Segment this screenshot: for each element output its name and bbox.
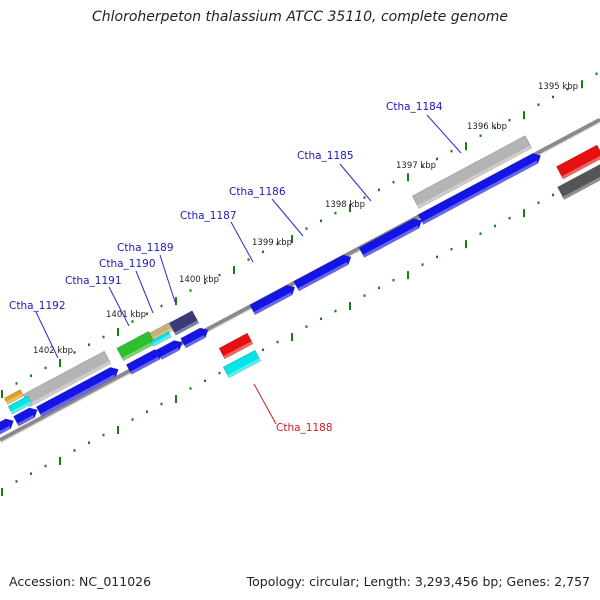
kbp-ticks: 1395 kbp 1396 kbp 1397 kbp 1398 kbp 1399 kbp… — [33, 82, 578, 356]
map-title: Chloroherpeton thalassium ATCC 35110, co… — [92, 9, 508, 25]
kbp-tick-label: 1402 kbp — [33, 346, 73, 356]
gene-label-ctha-1185[interactable]: Ctha_1185 — [297, 150, 372, 202]
gene-label-ctha-1189[interactable]: Ctha_1189 — [117, 242, 176, 303]
forward-feature-left-orange-body — [4, 389, 24, 405]
forward-feature-1189-bevel — [174, 320, 199, 336]
gene-label-text[interactable]: Ctha_1186 — [229, 186, 286, 198]
forward-feature-1191-body — [116, 330, 156, 362]
forward-gene-8[interactable] — [13, 407, 38, 427]
reverse-gene-right-body — [556, 144, 600, 180]
kbp-tick-label: 1395 kbp — [538, 82, 578, 92]
forward-gene-9[interactable] — [0, 418, 14, 435]
forward-gene-8-body — [13, 407, 38, 427]
forward-feature-1184-body — [411, 135, 533, 209]
forward-feature-1189-body — [168, 310, 200, 336]
kbp-tick-label: 1399 kbp — [252, 238, 292, 248]
gene-label-text[interactable]: Ctha_1189 — [117, 242, 174, 254]
reverse-feature-1188-bevel — [227, 358, 261, 378]
kbp-tick-label: 1398 kbp — [325, 200, 365, 210]
genome-summary: Topology: circular; Length: 3,293,456 bp… — [246, 574, 590, 589]
kbp-tick-label: 1400 kbp — [179, 275, 219, 285]
gene-label-ctha-1192[interactable]: Ctha_1192 — [9, 300, 66, 359]
forward-gene-9-bevel — [0, 425, 11, 435]
forward-gene-2-body — [293, 254, 352, 292]
gene-label-ctha-1191[interactable]: Ctha_1191 — [65, 275, 130, 327]
forward-gene-2[interactable] — [293, 254, 352, 292]
leader-line — [135, 270, 154, 314]
forward-gene-0-body — [417, 153, 542, 225]
reverse-gene-right[interactable] — [556, 144, 600, 180]
forward-gene-0-bevel — [421, 160, 538, 225]
gene-label-ctha-1187[interactable]: Ctha_1187 — [180, 210, 254, 263]
gene-label-ctha-1188[interactable]: Ctha_1188 — [253, 383, 333, 434]
reverse-gene-1188[interactable] — [218, 332, 254, 360]
gene-label-text[interactable]: Ctha_1188 — [276, 422, 333, 434]
leader-line — [35, 311, 59, 359]
gene-label-text[interactable]: Ctha_1184 — [386, 101, 443, 113]
leader-line — [426, 114, 462, 154]
reverse-gene-1188-body — [218, 332, 254, 360]
gene-label-ctha-1186[interactable]: Ctha_1186 — [229, 186, 304, 237]
forward-gene-6[interactable] — [125, 349, 163, 375]
leader-line — [230, 221, 254, 263]
leader-line — [253, 383, 277, 425]
forward-gene-1-bevel — [362, 225, 419, 258]
gene-label-text[interactable]: Ctha_1192 — [9, 300, 66, 312]
forward-feature-1184[interactable] — [411, 135, 533, 209]
forward-feature-1191[interactable] — [116, 330, 156, 362]
forward-feature-left-cyan[interactable] — [7, 395, 33, 415]
gene-label-ctha-1190[interactable]: Ctha_1190 — [99, 258, 156, 314]
kbp-tick-label: 1401 kbp — [106, 310, 146, 320]
forward-gene-3[interactable] — [249, 284, 296, 316]
reverse-feature-1188[interactable] — [222, 349, 262, 379]
forward-feature-1190b-body — [150, 331, 172, 347]
forward-gene-4-body — [180, 327, 209, 349]
forward-gene-3-body — [249, 284, 296, 316]
gene-features[interactable] — [0, 135, 600, 435]
forward-feature-1184-bevel — [417, 145, 532, 209]
forward-gene-8-bevel — [17, 414, 35, 427]
forward-feature-1189[interactable] — [168, 310, 200, 336]
forward-feature-1190b-bevel — [152, 334, 172, 347]
forward-gene-0[interactable] — [417, 153, 542, 225]
forward-feature-1191-bevel — [122, 341, 156, 361]
kbp-tick-label: 1396 kbp — [467, 122, 507, 132]
forward-gene-6-bevel — [130, 356, 160, 375]
forward-gene-6-body — [125, 349, 163, 375]
reverse-feature-right-bevel — [562, 176, 600, 200]
forward-feature-1190b[interactable] — [150, 331, 172, 347]
gene-label-text[interactable]: Ctha_1187 — [180, 210, 237, 222]
forward-feature-1192-bevel — [28, 360, 111, 407]
kbp-tick-label: 1397 kbp — [396, 161, 436, 171]
forward-gene-7-body — [35, 367, 119, 418]
forward-gene-7[interactable] — [35, 367, 119, 418]
gene-label-text[interactable]: Ctha_1190 — [99, 258, 156, 270]
gene-label-ctha-1184[interactable]: Ctha_1184 — [386, 101, 462, 154]
reverse-feature-1188-body — [222, 349, 262, 379]
forward-gene-4-bevel — [184, 335, 206, 349]
forward-feature-left-cyan-body — [7, 395, 33, 415]
leader-line — [159, 254, 176, 303]
reverse-gene-1188-bevel — [223, 341, 253, 359]
forward-feature-left-cyan-bevel — [11, 401, 32, 415]
leader-line — [108, 286, 130, 327]
leader-line — [271, 198, 304, 237]
reverse-gene-right-bevel — [561, 155, 600, 180]
leader-line — [339, 163, 372, 202]
forward-feature-left-orange-bevel — [6, 393, 24, 405]
forward-gene-2-bevel — [297, 262, 349, 292]
gene-label-text[interactable]: Ctha_1191 — [65, 275, 122, 287]
forward-gene-1[interactable] — [358, 218, 423, 258]
forward-gene-3-bevel — [253, 292, 293, 315]
forward-gene-4[interactable] — [180, 327, 209, 349]
forward-gene-1-body — [358, 218, 423, 258]
gene-label-text[interactable]: Ctha_1185 — [297, 150, 354, 162]
gene-labels[interactable]: Ctha_1184 Ctha_1185 Ctha_1186 Ctha_1187 Ctha… — [9, 101, 462, 434]
forward-feature-left-orange[interactable] — [4, 389, 24, 405]
forward-gene-9-body — [0, 418, 14, 435]
accession-text: Accession: NC_011026 — [9, 574, 152, 589]
forward-gene-5-bevel — [160, 347, 180, 360]
forward-gene-7-bevel — [40, 374, 116, 417]
